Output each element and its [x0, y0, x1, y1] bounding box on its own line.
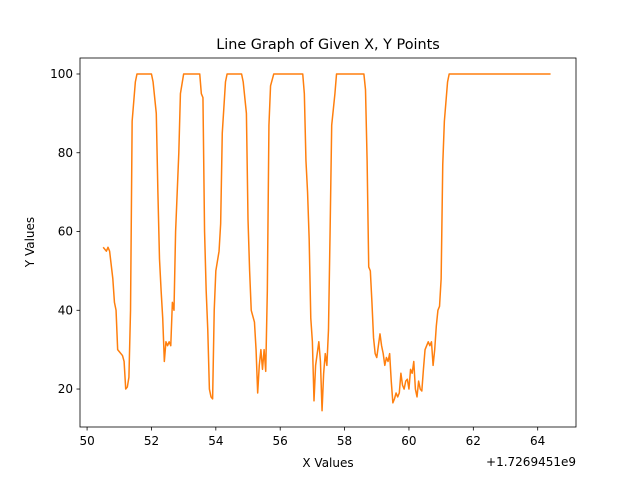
x-tick-label: 62 [466, 434, 481, 448]
y-tick-label: 100 [50, 67, 73, 81]
x-tick-label: 64 [530, 434, 545, 448]
x-tick-label: 60 [401, 434, 416, 448]
x-tick-label: 50 [79, 434, 94, 448]
plot-frame [79, 57, 577, 428]
x-tick-label: 58 [337, 434, 352, 448]
y-axis-label: Y Values [23, 217, 37, 268]
y-tick-label: 40 [58, 303, 73, 317]
line-series [102, 73, 551, 412]
x-offset-text: +1.7269451e9 [486, 455, 576, 469]
y-tick-label: 20 [58, 382, 73, 396]
x-tick-label: 56 [273, 434, 288, 448]
y-tick-label: 60 [58, 225, 73, 239]
chart-title: Line Graph of Given X, Y Points [216, 37, 440, 53]
x-tick-label: 54 [208, 434, 223, 448]
y-tick-label: 80 [58, 146, 73, 160]
x-axis-label: X Values [302, 456, 353, 470]
x-tick-label: 52 [144, 434, 159, 448]
